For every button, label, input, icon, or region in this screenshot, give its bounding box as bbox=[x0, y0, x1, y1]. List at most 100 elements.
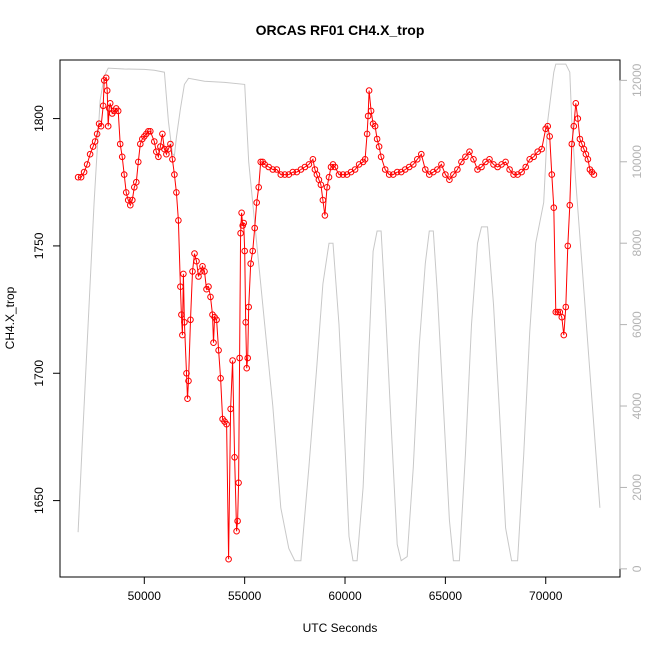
ch4-point bbox=[434, 166, 441, 173]
ch4-point bbox=[178, 311, 185, 319]
ch4-point bbox=[335, 171, 343, 178]
ch4-point bbox=[273, 166, 281, 173]
altitude-line bbox=[77, 63, 601, 562]
ch4-point bbox=[385, 171, 393, 178]
ch4-point bbox=[590, 171, 598, 178]
ch4-point bbox=[522, 163, 530, 171]
ch4-point bbox=[231, 454, 238, 461]
ch4-point bbox=[377, 153, 385, 161]
ch4-point bbox=[544, 122, 552, 130]
ch4-point bbox=[201, 268, 208, 275]
y2-tick-label: 0 bbox=[630, 565, 644, 572]
ch4-point bbox=[317, 181, 325, 189]
ch4-point bbox=[351, 166, 359, 173]
ch4-point bbox=[102, 74, 110, 82]
ch4-point bbox=[410, 161, 417, 168]
ch4-point bbox=[566, 201, 574, 209]
y-tick-label: 1750 bbox=[32, 232, 46, 259]
ch4-point bbox=[83, 161, 91, 168]
ch4-point bbox=[305, 161, 313, 168]
ch4-point bbox=[215, 347, 222, 354]
x-tick-label: 50000 bbox=[128, 589, 162, 603]
x-axis-label: UTC Seconds bbox=[303, 621, 378, 635]
ch4-point bbox=[145, 128, 152, 135]
ch4-point bbox=[86, 150, 94, 158]
ch4-point bbox=[269, 166, 277, 173]
y-tick-label: 1700 bbox=[32, 360, 46, 387]
ch4-point bbox=[554, 308, 562, 316]
ch4-point bbox=[570, 122, 578, 130]
ch4-point bbox=[179, 331, 186, 339]
ch4-point bbox=[510, 171, 517, 178]
ch4-point bbox=[133, 178, 140, 186]
ch4-point bbox=[546, 133, 554, 140]
ch4-point bbox=[122, 189, 130, 196]
ch4-point bbox=[205, 283, 212, 291]
ch4-point bbox=[548, 171, 556, 178]
ch4-point bbox=[478, 163, 485, 171]
ch4-point bbox=[323, 184, 331, 191]
ch4-point bbox=[175, 217, 182, 224]
y2-tick-label: 6000 bbox=[630, 311, 644, 338]
ch4-point bbox=[321, 212, 329, 219]
ch4-point bbox=[180, 270, 187, 278]
ch4-point bbox=[213, 316, 220, 324]
x-tick-label: 60000 bbox=[328, 589, 362, 603]
ch4-point bbox=[207, 293, 214, 301]
ch4-point bbox=[210, 339, 217, 347]
ch4-point bbox=[518, 168, 525, 176]
ch4-point bbox=[562, 303, 570, 311]
ch4-point bbox=[325, 173, 333, 181]
ch4-point bbox=[240, 219, 247, 227]
ch4-point bbox=[251, 224, 258, 232]
y2-tick-label: 2000 bbox=[630, 474, 644, 501]
ch4-point bbox=[530, 153, 538, 161]
ch4-point bbox=[245, 303, 252, 311]
ch4-point bbox=[159, 130, 166, 138]
ch4-point bbox=[558, 313, 566, 321]
ch4-point bbox=[236, 354, 243, 362]
ch4-point bbox=[249, 247, 256, 255]
ch4-point bbox=[106, 100, 114, 107]
ch4-point bbox=[173, 189, 180, 196]
ch4-point bbox=[193, 257, 200, 265]
x-tick-label: 65000 bbox=[429, 589, 463, 603]
ch4-point bbox=[235, 479, 242, 487]
ch4-point bbox=[289, 168, 297, 176]
y-tick-label: 1800 bbox=[32, 105, 46, 132]
ch4-point bbox=[253, 199, 261, 206]
ch4-point bbox=[114, 107, 122, 115]
ch4-point bbox=[466, 148, 473, 155]
ch4-point bbox=[181, 319, 188, 326]
ch4-point bbox=[118, 153, 126, 161]
ch4-point bbox=[80, 168, 88, 176]
ch4-point bbox=[277, 171, 285, 178]
ch4-point bbox=[442, 171, 449, 178]
y-tick-label: 1650 bbox=[32, 487, 46, 514]
ch4-point bbox=[414, 156, 421, 163]
ch4-point bbox=[185, 377, 192, 385]
ch4-point bbox=[241, 247, 248, 255]
ch4-point bbox=[169, 156, 176, 163]
ch4-point bbox=[381, 166, 389, 173]
ch4-point bbox=[550, 204, 558, 211]
ch4-point bbox=[367, 107, 375, 115]
ch4-point bbox=[255, 184, 263, 191]
ch4-point bbox=[363, 130, 371, 138]
ch4-point bbox=[189, 268, 196, 275]
ch4-point bbox=[365, 87, 373, 94]
ch4-point bbox=[373, 135, 381, 143]
ch4-point bbox=[446, 176, 453, 183]
ch4-point bbox=[538, 145, 546, 153]
ch4-point bbox=[438, 161, 445, 168]
ch4-point bbox=[552, 308, 560, 316]
ch4-point bbox=[177, 283, 184, 291]
ch4-point bbox=[393, 168, 401, 176]
ch4-point bbox=[167, 140, 174, 148]
ch4-point bbox=[364, 112, 372, 120]
ch4-point bbox=[486, 156, 493, 163]
ch4-point bbox=[450, 171, 457, 178]
y2-tick-label: 10000 bbox=[630, 145, 644, 179]
